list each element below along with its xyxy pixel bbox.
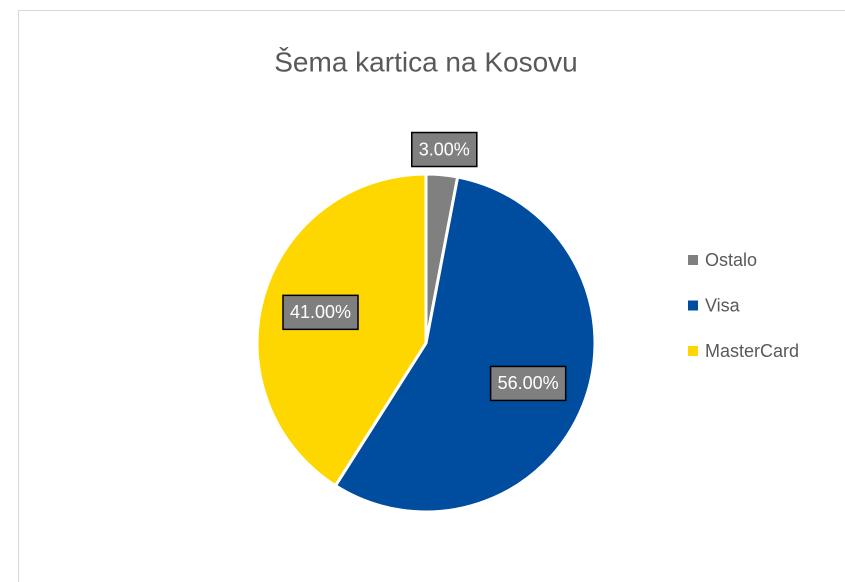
data-label-text: 3.00% — [419, 139, 470, 159]
legend-label: Visa — [705, 295, 741, 315]
legend-label: MasterCard — [705, 341, 799, 361]
legend-swatch — [688, 346, 698, 356]
data-label-box — [282, 294, 359, 331]
data-label-box — [489, 365, 567, 402]
data-label-box — [411, 131, 478, 168]
chart-title: Šema kartica na Kosovu — [274, 46, 578, 77]
legend-swatch — [688, 255, 698, 265]
legend-swatch — [688, 300, 698, 311]
data-label: 56.00% — [489, 365, 567, 402]
data-label-text: 41.00% — [290, 302, 351, 322]
pie-slice — [333, 175, 597, 514]
data-label: 41.00% — [282, 294, 359, 331]
legend-label: Ostalo — [705, 250, 757, 270]
data-label: 3.00% — [411, 131, 478, 168]
data-label-text: 56.00% — [498, 373, 559, 393]
